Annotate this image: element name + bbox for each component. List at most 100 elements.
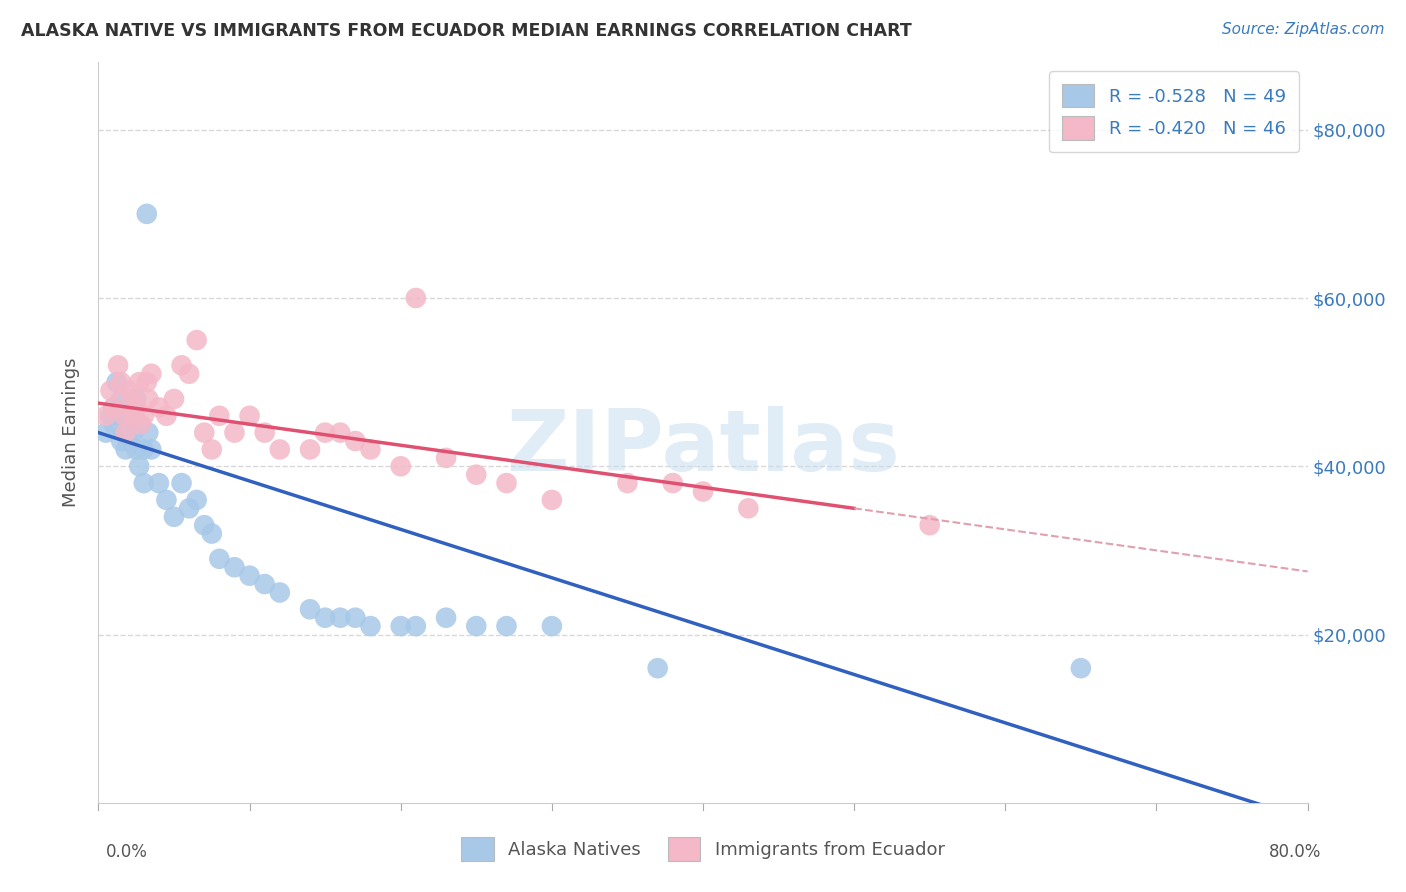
Point — [193, 518, 215, 533]
Point — [360, 619, 382, 633]
Point — [136, 425, 159, 440]
Point — [647, 661, 669, 675]
Point — [118, 434, 141, 448]
Point — [253, 425, 276, 440]
Point — [434, 610, 457, 624]
Point — [103, 401, 125, 415]
Point — [122, 409, 145, 423]
Point — [155, 409, 177, 423]
Point — [110, 434, 132, 448]
Point — [112, 425, 135, 440]
Point — [135, 375, 157, 389]
Point — [170, 476, 193, 491]
Point — [110, 375, 132, 389]
Point — [129, 417, 152, 432]
Point — [136, 392, 159, 406]
Point — [112, 409, 135, 423]
Point — [121, 409, 143, 423]
Point — [118, 401, 141, 415]
Point — [201, 526, 224, 541]
Point — [132, 409, 155, 423]
Point — [103, 417, 125, 432]
Point — [163, 509, 186, 524]
Point — [129, 417, 152, 432]
Text: Source: ZipAtlas.com: Source: ZipAtlas.com — [1222, 22, 1385, 37]
Point — [299, 442, 322, 457]
Text: 0.0%: 0.0% — [105, 843, 148, 861]
Point — [269, 585, 291, 599]
Point — [100, 409, 122, 423]
Text: 80.0%: 80.0% — [1270, 843, 1322, 861]
Point — [208, 551, 231, 566]
Point — [918, 518, 941, 533]
Point — [495, 476, 517, 491]
Point — [125, 442, 148, 457]
Point — [253, 577, 276, 591]
Point — [692, 484, 714, 499]
Point — [495, 619, 517, 633]
Point — [141, 442, 163, 457]
Point — [114, 425, 136, 440]
Point — [405, 619, 427, 633]
Point — [269, 442, 291, 457]
Point — [100, 384, 122, 398]
Point — [94, 409, 117, 423]
Point — [128, 375, 150, 389]
Point — [179, 501, 201, 516]
Point — [179, 367, 201, 381]
Point — [314, 610, 336, 624]
Point — [299, 602, 322, 616]
Point — [344, 434, 367, 448]
Point — [314, 425, 336, 440]
Point — [107, 359, 129, 373]
Text: ALASKA NATIVE VS IMMIGRANTS FROM ECUADOR MEDIAN EARNINGS CORRELATION CHART: ALASKA NATIVE VS IMMIGRANTS FROM ECUADOR… — [21, 22, 912, 40]
Point — [465, 619, 488, 633]
Point — [389, 619, 412, 633]
Point — [193, 425, 215, 440]
Point — [360, 442, 382, 457]
Point — [148, 401, 170, 415]
Point — [208, 409, 231, 423]
Point — [118, 384, 141, 398]
Point — [122, 425, 145, 440]
Point — [465, 467, 488, 482]
Point — [107, 409, 129, 423]
Point — [110, 392, 132, 406]
Point — [540, 492, 562, 507]
Point — [135, 207, 157, 221]
Point — [737, 501, 759, 516]
Point — [155, 492, 177, 507]
Point — [121, 392, 143, 406]
Point — [114, 442, 136, 457]
Point — [540, 619, 562, 633]
Y-axis label: Median Earnings: Median Earnings — [62, 358, 80, 508]
Point — [434, 450, 457, 465]
Text: ZIPatlas: ZIPatlas — [506, 406, 900, 489]
Point — [329, 425, 352, 440]
Point — [132, 442, 155, 457]
Point — [344, 610, 367, 624]
Point — [201, 442, 224, 457]
Point — [128, 459, 150, 474]
Point — [224, 560, 246, 574]
Point — [616, 476, 638, 491]
Point — [186, 492, 208, 507]
Point — [186, 333, 208, 347]
Point — [103, 401, 125, 415]
Point — [224, 425, 246, 440]
Point — [148, 476, 170, 491]
Legend: Alaska Natives, Immigrants from Ecuador: Alaska Natives, Immigrants from Ecuador — [454, 830, 952, 868]
Point — [1070, 661, 1092, 675]
Point — [132, 476, 155, 491]
Point — [125, 392, 148, 406]
Point — [141, 367, 163, 381]
Point — [94, 425, 117, 440]
Point — [125, 401, 148, 415]
Point — [105, 375, 128, 389]
Point — [661, 476, 683, 491]
Point — [239, 409, 262, 423]
Point — [389, 459, 412, 474]
Point — [170, 359, 193, 373]
Point — [405, 291, 427, 305]
Point — [163, 392, 186, 406]
